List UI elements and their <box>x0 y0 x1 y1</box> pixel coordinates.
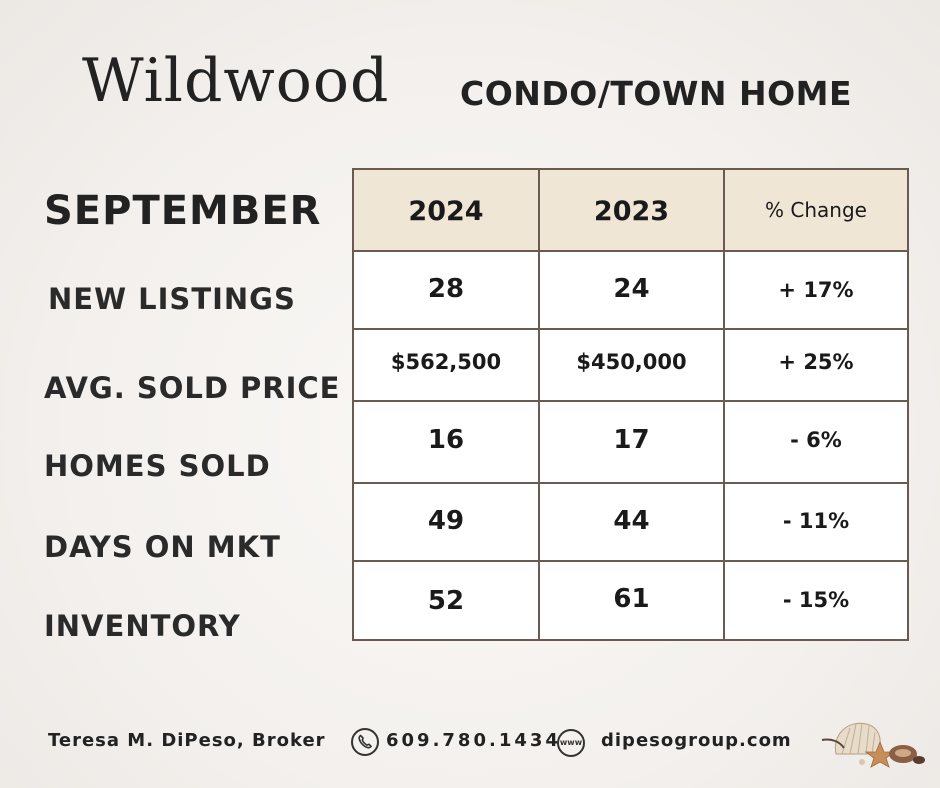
cell-new-listings-change: + 17% <box>778 278 854 302</box>
cell-avg-sold-price-2024: $562,500 <box>390 350 502 374</box>
cell-avg-sold-price-2023: $450,000 <box>576 350 687 374</box>
cell-homes-sold-2024: 16 <box>427 425 465 455</box>
row-divider <box>354 560 907 562</box>
phone-icon <box>351 728 379 756</box>
period-label: SEPTEMBER <box>44 188 322 234</box>
row-label-homes-sold: HOMES SOLD <box>44 449 271 483</box>
cell-new-listings-2023: 24 <box>613 274 650 304</box>
cell-days-on-mkt-2024: 49 <box>427 506 465 536</box>
table-header-background <box>354 170 907 251</box>
column-header-change: % Change <box>765 198 867 222</box>
column-divider <box>723 170 725 639</box>
cell-inventory-2024: 52 <box>427 586 465 616</box>
column-divider <box>538 170 540 639</box>
phone-number[interactable]: 609.780.1434 <box>386 730 561 751</box>
cell-days-on-mkt-2023: 44 <box>613 506 650 536</box>
cell-inventory-change: - 15% <box>782 588 850 612</box>
location-title: Wildwood <box>82 46 390 116</box>
cell-homes-sold-2023: 17 <box>613 425 650 455</box>
cell-avg-sold-price-change: + 25% <box>778 350 854 374</box>
globe-www-icon: www <box>557 729 585 757</box>
row-divider <box>354 328 907 330</box>
row-label-avg-sold-price: AVG. SOLD PRICE <box>44 371 341 405</box>
property-type: CONDO/TOWN HOME <box>460 74 853 113</box>
cell-days-on-mkt-change: - 11% <box>782 509 850 533</box>
row-divider <box>354 482 907 484</box>
cell-inventory-2023: 61 <box>613 584 650 614</box>
row-divider <box>354 250 907 252</box>
row-label-days-on-mkt: DAYS ON MKT <box>44 530 281 564</box>
column-header-2023: 2023 <box>593 196 670 227</box>
row-label-new-listings: NEW LISTINGS <box>48 282 296 316</box>
website-link[interactable]: dipesogroup.com <box>601 730 792 751</box>
column-header-2024: 2024 <box>408 196 484 227</box>
row-label-inventory: INVENTORY <box>44 609 241 643</box>
cell-new-listings-2024: 28 <box>427 274 465 304</box>
row-divider <box>354 400 907 402</box>
seashells-icon <box>821 722 925 768</box>
cell-homes-sold-change: - 6% <box>790 428 842 452</box>
stats-table: 2024 2023 % Change 28 24 + 17% $562,500 … <box>352 168 909 641</box>
broker-name: Teresa M. DiPeso, Broker <box>48 730 326 751</box>
